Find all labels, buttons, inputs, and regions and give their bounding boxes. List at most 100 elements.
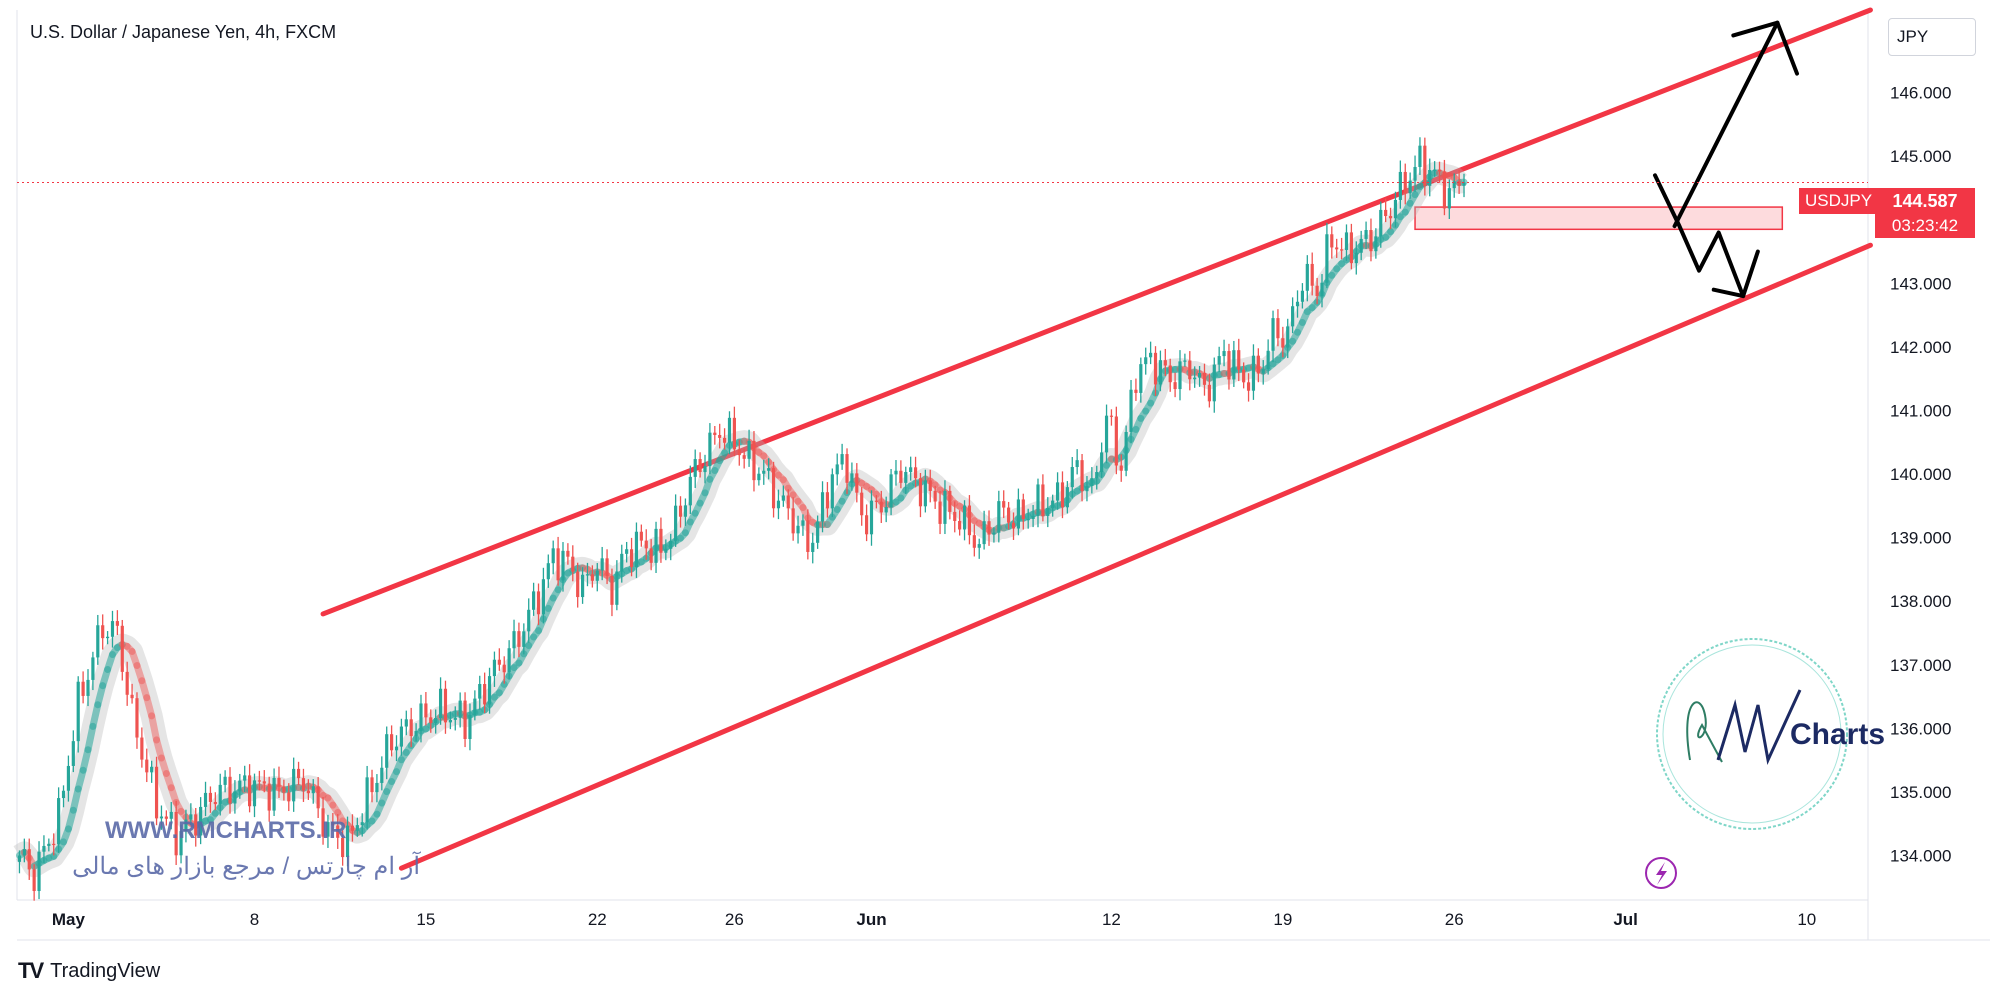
- candle-body: [689, 477, 692, 505]
- chart-title: U.S. Dollar / Japanese Yen, 4h, FXCM: [30, 22, 336, 43]
- candle-body: [121, 626, 124, 672]
- candle-body: [1345, 232, 1348, 250]
- candle-body: [581, 575, 584, 597]
- candle-body: [728, 418, 731, 443]
- candle-body: [605, 558, 608, 576]
- candle-body: [650, 548, 653, 562]
- candle-body: [630, 549, 633, 567]
- candle-body: [1418, 146, 1421, 167]
- candle-body: [1433, 170, 1436, 171]
- candle-body: [28, 849, 31, 869]
- tradingview-logo-icon: TV: [18, 958, 42, 984]
- last-price-label: 144.587: [1875, 188, 1975, 214]
- candle-body: [1291, 306, 1294, 326]
- candle-body: [899, 471, 902, 483]
- candle-body: [155, 767, 158, 819]
- candle-body: [243, 775, 246, 780]
- candle-body: [1384, 210, 1387, 216]
- candle-body: [865, 515, 868, 534]
- candle-body: [1242, 370, 1245, 383]
- candle-body: [806, 520, 809, 552]
- time-tick: Jul: [1613, 910, 1638, 929]
- candle-body: [723, 438, 726, 443]
- price-tick: 138.000: [1890, 592, 1951, 611]
- candle-body: [1232, 350, 1235, 379]
- candle-body: [302, 778, 305, 790]
- candle-body: [733, 418, 736, 450]
- candle-body: [1066, 487, 1069, 507]
- candle-body: [272, 778, 275, 811]
- candle-body: [684, 505, 687, 516]
- candle-body: [473, 699, 476, 715]
- candle-body: [1252, 356, 1255, 391]
- candle-body: [248, 775, 251, 806]
- candle-body: [747, 441, 750, 459]
- candle-body: [478, 684, 481, 699]
- candle-body: [635, 532, 638, 567]
- candle-body: [390, 734, 393, 750]
- candle-body: [1389, 216, 1392, 218]
- candle-body: [767, 468, 770, 471]
- candle-body: [77, 682, 80, 741]
- candle-body: [512, 631, 515, 648]
- candle-body: [292, 769, 295, 801]
- candle-body: [1267, 351, 1270, 369]
- symbol-tag: USDJPY: [1799, 188, 1878, 214]
- candle-body: [1374, 236, 1377, 251]
- logo-text: Charts: [1790, 718, 1885, 751]
- candle-body: [1335, 247, 1338, 249]
- candle-body: [782, 495, 785, 500]
- candle-body: [1022, 499, 1025, 519]
- candle-body: [610, 576, 613, 605]
- candle-body: [1041, 484, 1044, 516]
- candle-body: [821, 492, 824, 521]
- candle-body: [449, 720, 452, 722]
- candle-body: [493, 660, 496, 676]
- candle-body: [214, 802, 217, 804]
- candle-body: [1120, 466, 1123, 471]
- candle-body: [801, 520, 804, 525]
- candle-body: [1071, 467, 1074, 487]
- candle-body: [52, 844, 55, 845]
- candle-body: [1017, 499, 1020, 528]
- candle-body: [1306, 264, 1309, 291]
- candle-body: [1428, 170, 1431, 186]
- candle-body: [503, 665, 506, 673]
- candle-body: [312, 786, 315, 793]
- time-tick: 26: [725, 910, 744, 929]
- candle-body: [752, 441, 755, 480]
- candle-body: [596, 571, 599, 581]
- candle-body: [845, 454, 848, 483]
- candle-body: [904, 472, 907, 483]
- candle-body: [527, 610, 530, 632]
- candle-body: [1438, 170, 1441, 172]
- candle-body: [1100, 452, 1103, 472]
- price-tick: 136.000: [1890, 719, 1951, 738]
- candle-body: [483, 684, 486, 704]
- candle-body: [870, 501, 873, 535]
- candle-body: [542, 579, 545, 614]
- candle-body: [1198, 373, 1201, 378]
- candle-body: [419, 703, 422, 731]
- currency-selector[interactable]: JPY: [1888, 18, 1976, 56]
- candle-body: [135, 698, 138, 737]
- candle-body: [468, 715, 471, 739]
- candle-body: [488, 676, 491, 704]
- candle-body: [410, 719, 413, 736]
- candle-body: [1115, 417, 1118, 466]
- candle-body: [958, 521, 961, 530]
- candle-body: [140, 738, 143, 760]
- candle-body: [1164, 360, 1167, 365]
- candle-body: [1286, 326, 1289, 347]
- candle-body: [459, 701, 462, 718]
- candle-body: [268, 784, 271, 811]
- candle-body: [703, 466, 706, 472]
- tradingview-brand[interactable]: TV TradingView: [18, 958, 160, 984]
- candle-body: [101, 625, 104, 638]
- candle-body: [889, 474, 892, 507]
- candle-body: [885, 507, 888, 512]
- candle-body: [640, 532, 643, 541]
- candle-body: [1169, 366, 1172, 383]
